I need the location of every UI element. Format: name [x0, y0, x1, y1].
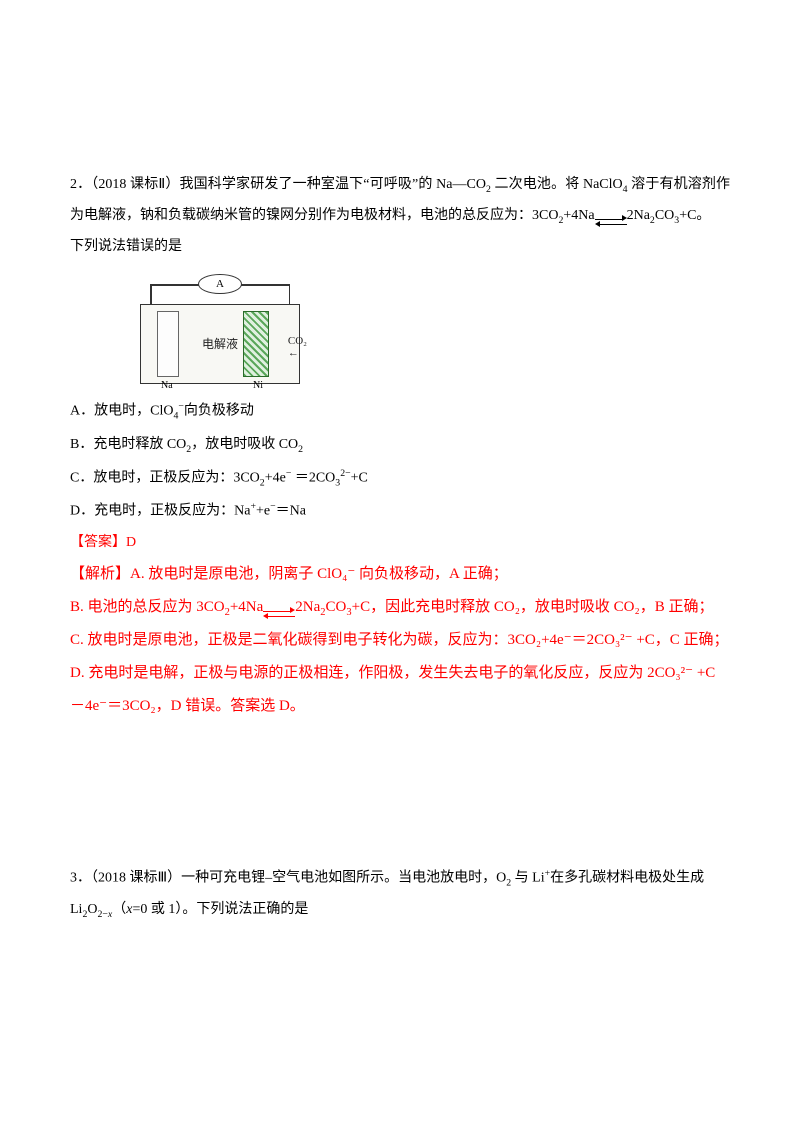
q2-stem-4: +4Na	[563, 208, 594, 223]
q3-tail-pre: （	[112, 902, 126, 917]
expl-b-p1: 2Na	[295, 599, 320, 615]
q3-stem: 3．（2018 课标Ⅲ）一种可充电锂–空气电池如图所示。当电池放电时，O2 与 …	[70, 863, 730, 894]
option-a: A．放电时，ClO4−向负极移动	[70, 396, 730, 427]
q2-stem-tail: 下列说法错误的是	[70, 232, 730, 263]
opt-a-pre: A．放电时，ClO	[70, 404, 173, 419]
q2-stem-2: 二次电池。将 NaClO	[491, 177, 623, 192]
q3-tail-post: =0 或 1）。下列说法正确的是	[133, 902, 309, 917]
ammeter-icon: A	[198, 274, 242, 294]
opt-a-post: 向负极移动	[184, 404, 254, 419]
battery-diagram: A 电解液 Na Ni CO₂←	[130, 274, 730, 384]
expl-b-post: +C，因此充电时释放 CO₂，放电时吸收 CO₂，B 正确；	[352, 599, 714, 615]
expl-a: 【解析】A. 放电时是原电池，阴离子 ClO₄⁻ 向负极移动，A 正确；	[70, 558, 730, 591]
q3-li: Li	[70, 902, 82, 917]
cell-container: 电解液 Na Ni CO₂←	[140, 304, 300, 384]
q3-stem-line2: Li2O2−x（x=0 或 1）。下列说法正确的是	[70, 895, 730, 926]
electrolyte-label: 电解液	[202, 331, 238, 357]
opt-d-pre: D．充电时，正极反应为：Na	[70, 504, 250, 519]
opt-b-pre: B．充电时释放 CO	[70, 437, 186, 452]
q3-o: O	[87, 902, 97, 917]
spacing	[70, 723, 730, 863]
co2-arrow-label: CO₂←	[288, 335, 307, 359]
q2-stem-6: CO	[655, 208, 674, 223]
expl-b: B. 电池的总反应为 3CO2+4Na2Na2CO3+C，因此充电时释放 CO₂…	[70, 591, 730, 624]
q2-stem-1: 我国科学家研发了一种室温下“可呼吸”的 Na—CO	[180, 177, 486, 192]
q2-number: 2．（2018 课标Ⅱ）	[70, 177, 180, 192]
opt-d-mid: +e	[256, 504, 270, 519]
expl-b-p2: CO	[326, 599, 347, 615]
ni-label: Ni	[253, 375, 263, 397]
opt-c-sup2: 2−	[340, 468, 350, 479]
answer-label: 【答案】D	[70, 528, 730, 559]
opt-c-pre: C．放电时，正极反应为：3CO	[70, 470, 260, 485]
q2-stem-5: 2Na	[627, 208, 650, 223]
ni-electrode	[243, 311, 269, 377]
opt-c-mid2: ＝2CO	[291, 470, 335, 485]
na-label: Na	[161, 375, 173, 397]
opt-a-sub: 4	[173, 411, 178, 422]
opt-d-post: ＝Na	[276, 504, 306, 519]
q3-stem-1: 一种可充电锂–空气电池如图所示。当电池放电时，O	[181, 871, 506, 886]
co2-text: CO₂	[288, 335, 307, 347]
option-b: B．充电时释放 CO2，放电时吸收 CO2	[70, 430, 730, 461]
wire-right	[289, 284, 291, 306]
option-c: C．放电时，正极反应为：3CO2+4e− ＝2CO32−+C	[70, 463, 730, 494]
explanation-block: 【解析】A. 放电时是原电池，阴离子 ClO₄⁻ 向负极移动，A 正确； B. …	[70, 558, 730, 723]
expl-b-pre: B. 电池的总反应为 3CO	[70, 599, 225, 615]
opt-b-mid: ，放电时吸收 CO	[191, 437, 298, 452]
q2-stem: 2．（2018 课标Ⅱ）我国科学家研发了一种室温下“可呼吸”的 Na—CO2 二…	[70, 170, 730, 232]
opt-b-sub2: 2	[298, 444, 303, 455]
expl-d: D. 充电时是电解，正极与电源的正极相连，作阳极，发生失去电子的氧化反应，反应为…	[70, 657, 730, 723]
expl-a-text: A. 放电时是原电池，阴离子 ClO₄⁻ 向负极移动，A 正确；	[130, 566, 508, 582]
expl-head: 【解析】	[70, 566, 130, 582]
na-electrode	[157, 311, 179, 377]
opt-c-mid1: +4e	[265, 470, 286, 485]
opt-c-post: +C	[351, 470, 368, 485]
q3-number: 3．（2018 课标Ⅲ）	[70, 871, 181, 886]
q2-stem-7: +C。	[679, 208, 710, 223]
wire-left	[150, 284, 152, 306]
option-d: D．充电时，正极反应为：Na++e−＝Na	[70, 496, 730, 527]
expl-b-mid: +4Na	[230, 599, 263, 615]
q3-stem-2: 与 Li	[511, 871, 544, 886]
expl-c: C. 放电时是原电池，正极是二氧化碳得到电子转化为碳，反应为：3CO₂+4e⁻＝…	[70, 624, 730, 657]
q3-stem-3: 在多孔碳材料电极处生成	[550, 871, 704, 886]
